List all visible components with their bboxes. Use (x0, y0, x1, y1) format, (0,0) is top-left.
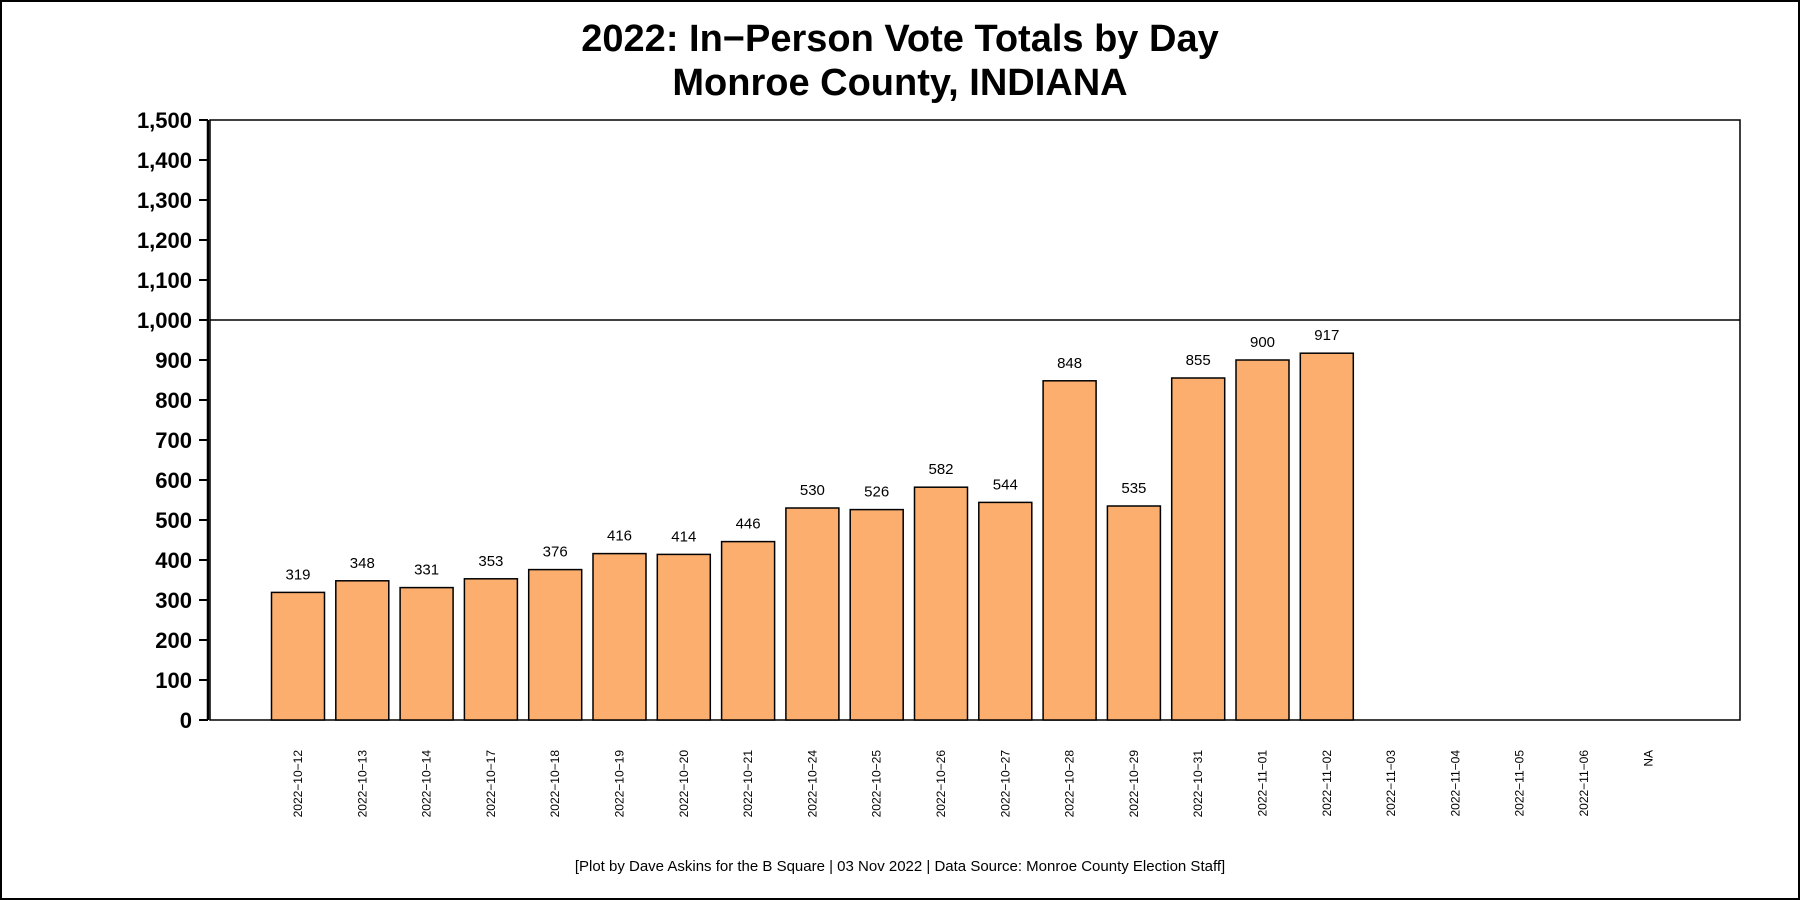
x-tick-label: 2022−10−28 (1063, 750, 1077, 818)
y-tick-label: 800 (155, 388, 192, 413)
bar (978, 501, 1033, 721)
x-tick-label: 2022−11−05 (1513, 750, 1527, 817)
chart-caption: [Plot by Dave Askins for the B Square | … (574, 858, 1226, 875)
data-label: 855 (1186, 352, 1211, 369)
x-tick-label: 2022−11−01 (1256, 750, 1270, 817)
data-label: 416 (607, 528, 632, 545)
x-tick-label: 2022−10−24 (805, 750, 819, 818)
bar (399, 586, 454, 721)
x-tick-label: 2022−10−20 (677, 750, 691, 818)
y-tick-label: 1,300 (137, 188, 192, 213)
x-tick-label: 2022−10−21 (741, 750, 755, 818)
bar (463, 578, 519, 721)
data-label: 900 (1250, 334, 1275, 351)
y-tick-label: 1,400 (137, 148, 192, 173)
bar (785, 507, 840, 721)
x-tick-label: 2022−10−13 (355, 750, 369, 818)
y-tick-label: 700 (155, 428, 192, 453)
y-tick-label: 1,100 (137, 268, 192, 293)
data-label: 376 (543, 544, 568, 561)
bar (1106, 505, 1162, 721)
data-label: 544 (993, 476, 1018, 493)
data-label: 446 (736, 516, 761, 533)
x-tick-label: 2022−10−19 (613, 750, 627, 818)
x-axis: 2022−10−12 2022−10−13 2022−10−14 2022−10−17… (291, 750, 1655, 818)
chart-title: 2022: In−Person Vote Totals by Day (581, 18, 1219, 60)
bar (913, 486, 969, 721)
x-tick-label: 2022−10−26 (934, 750, 948, 818)
bar (527, 568, 583, 721)
y-tick-label: 600 (155, 468, 192, 493)
y-tick-label: 300 (155, 588, 192, 613)
y-tick-label: 1,000 (137, 308, 192, 333)
x-tick-label: 2022−11−04 (1448, 750, 1462, 817)
y-axis: 0 100 200 300 400 500 600 700 800 900 1,000 1,100 1,… (137, 108, 210, 733)
bar (1299, 352, 1355, 721)
bar (270, 591, 326, 721)
data-label: 582 (928, 461, 953, 478)
bar (592, 552, 647, 721)
bar (720, 540, 776, 721)
bar (1042, 380, 1097, 721)
x-tick-label: 2022−10−31 (1191, 750, 1205, 818)
data-label: 348 (350, 555, 375, 572)
x-tick-label: 2022−10−29 (1127, 750, 1141, 818)
x-tick-label: 2022−11−03 (1384, 750, 1398, 817)
data-label: 917 (1314, 327, 1339, 344)
x-tick-label: 2022−10−25 (870, 750, 884, 818)
x-tick-label: 2022−10−14 (420, 750, 434, 818)
x-tick-label: 2022−10−18 (548, 750, 562, 818)
data-label: 353 (478, 553, 503, 570)
data-label: 331 (414, 562, 439, 579)
data-label: 530 (800, 482, 825, 499)
data-label: 414 (671, 528, 696, 545)
y-tick-label: 0 (180, 708, 192, 733)
y-tick-label: 1,200 (137, 228, 192, 253)
y-tick-label: 400 (155, 548, 192, 573)
y-tick-label: 900 (155, 348, 192, 373)
bar (849, 508, 904, 721)
bar (656, 553, 712, 721)
plot-area (209, 119, 1741, 721)
data-label: 848 (1057, 355, 1082, 372)
bar (1170, 377, 1226, 721)
chart-subtitle: Monroe County, INDIANA (672, 62, 1128, 104)
y-tick-label: 1,500 (137, 108, 192, 133)
data-labels-group: 319 348 331 353 376 416 414 446 530 526 582 544 848 5… (285, 327, 1339, 583)
y-tick-label: 500 (155, 508, 192, 533)
data-label: 535 (1121, 480, 1146, 497)
x-tick-label: NA (1641, 750, 1655, 767)
x-tick-label: 2022−11−02 (1320, 750, 1334, 817)
x-tick-label: 2022−11−06 (1577, 750, 1591, 817)
data-label: 526 (864, 484, 889, 501)
data-label: 319 (285, 566, 310, 583)
x-tick-label: 2022−10−12 (291, 750, 305, 818)
x-tick-label: 2022−10−17 (484, 750, 498, 818)
bars-group (270, 352, 1355, 721)
y-tick-label: 100 (155, 668, 192, 693)
bar (1235, 359, 1290, 721)
bar (335, 580, 390, 721)
y-tick-label: 200 (155, 628, 192, 653)
x-tick-label: 2022−10−27 (998, 750, 1012, 818)
